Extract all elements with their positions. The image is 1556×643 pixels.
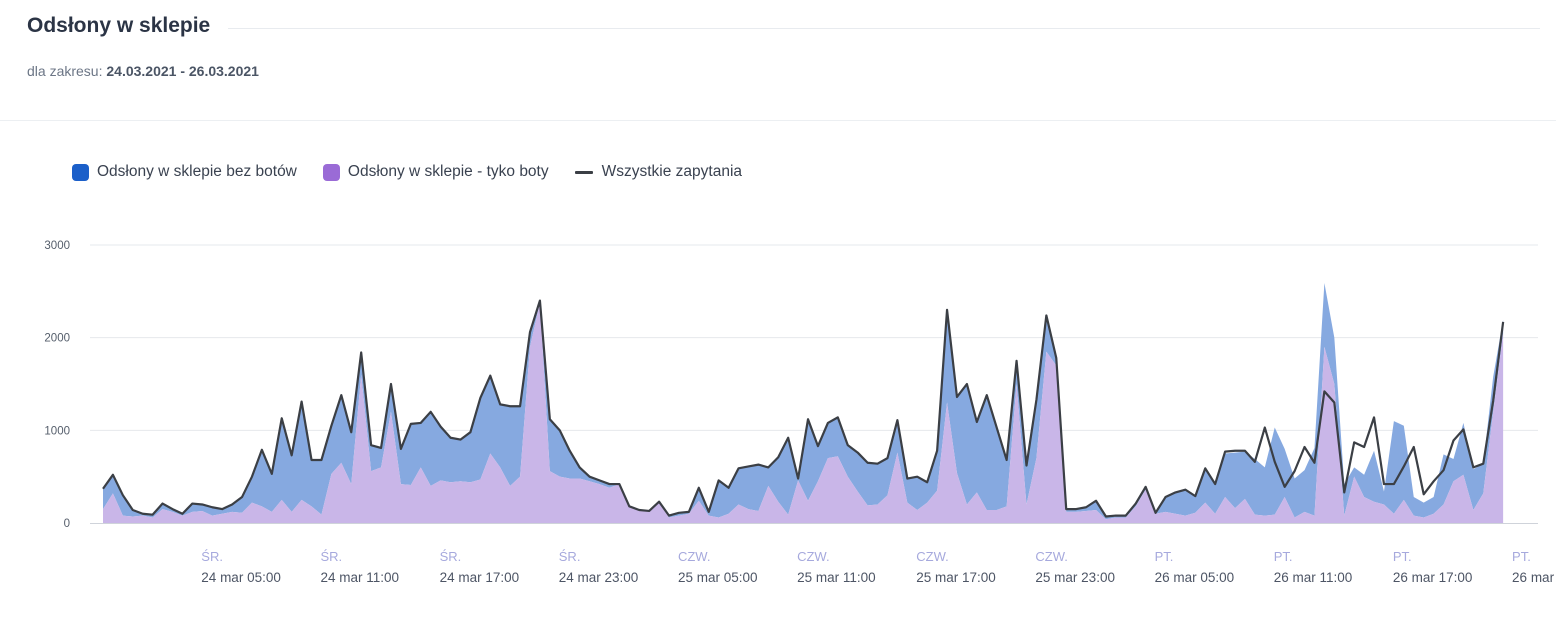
x-tick-day-10: PT. [1393,549,1412,564]
x-tick-day-5: CZW. [797,549,830,564]
x-tick-label-9: 26 mar 11:00 [1274,570,1353,585]
legend-item-bots[interactable]: Odsłony w sklepie - tyko boty [322,163,549,181]
x-tick-day-8: PT. [1155,549,1174,564]
y-tick-label-1000: 1000 [44,425,70,437]
legend-label-bots: Odsłony w sklepie - tyko boty [347,163,549,180]
x-tick-label-1: 24 mar 11:00 [320,570,399,585]
legend-item-no-bots[interactable]: Odsłony w sklepie bez botów [72,163,297,181]
legend-swatch-no-bots [72,163,89,181]
area-series-no-bots [103,282,1504,520]
section-divider [0,120,1556,121]
x-tick-label-3: 24 mar 23:00 [559,570,639,585]
x-tick-day-4: CZW. [678,549,711,564]
x-tick-day-7: CZW. [1035,549,1068,564]
date-range: dla zakresu: 24.03.2021 - 26.03.2021 [27,63,259,79]
x-tick-label-8: 26 mar 05:00 [1155,570,1235,585]
y-tick-label-2000: 2000 [44,333,70,345]
legend-label-all-requests: Wszystkie zapytania [601,163,743,180]
legend-swatch-all-requests [574,170,593,174]
x-tick-day-2: ŚR. [440,549,462,564]
x-tick-day-6: CZW. [916,549,949,564]
x-tick-label-11: 26 mar 23:00 [1512,570,1556,585]
x-tick-label-10: 26 mar 17:00 [1393,570,1473,585]
x-tick-label-5: 25 mar 11:00 [797,570,876,585]
x-tick-day-11: PT. [1512,549,1531,564]
x-tick-label-6: 25 mar 17:00 [916,570,996,585]
x-tick-label-7: 25 mar 23:00 [1035,570,1115,585]
title-divider [228,28,1540,29]
x-tick-label-0: 24 mar 05:00 [201,570,281,585]
x-tick-label-4: 25 mar 05:00 [678,570,758,585]
x-tick-day-0: ŚR. [201,549,223,564]
legend-swatch-bots [322,163,340,181]
date-range-prefix: dla zakresu: [27,63,103,79]
page-title: Odsłony w sklepie [27,14,211,37]
x-tick-day-9: PT. [1274,549,1293,564]
x-tick-day-1: ŚR. [320,549,342,564]
chart-legend: Odsłony w sklepie bez botów Odsłony w sk… [72,163,768,181]
x-tick-day-3: ŚR. [559,549,581,564]
area-series-bots [103,302,1504,523]
date-range-value: 24.03.2021 - 26.03.2021 [106,63,259,79]
x-tick-label-2: 24 mar 17:00 [440,570,520,585]
legend-item-all-requests[interactable]: Wszystkie zapytania [574,163,743,181]
y-tick-label-0: 0 [64,518,70,530]
y-tick-label-3000: 3000 [44,240,70,252]
legend-label-no-bots: Odsłony w sklepie bez botów [97,163,297,180]
line-series-all-requests [102,299,1505,518]
